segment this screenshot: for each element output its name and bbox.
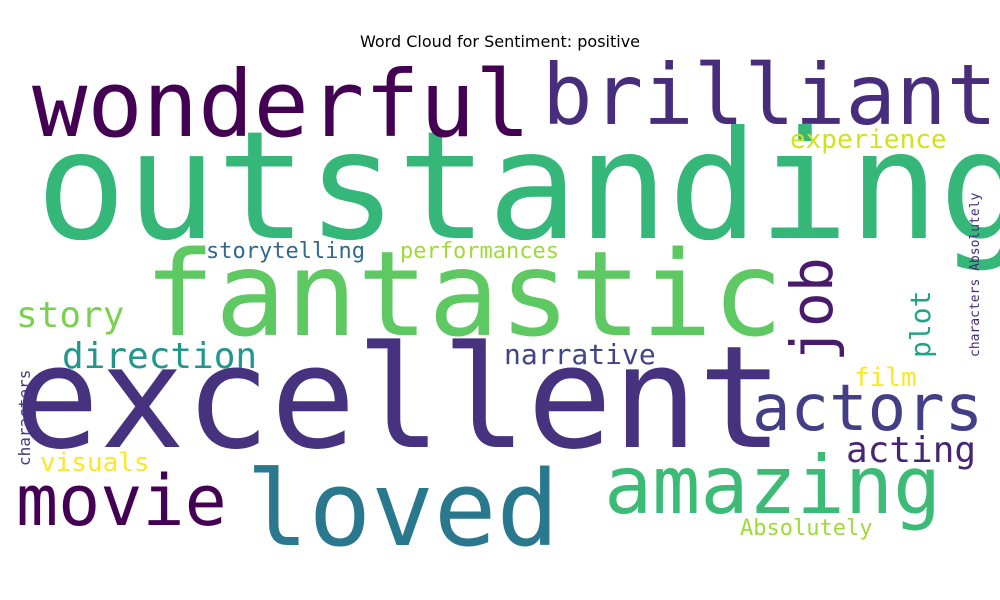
word-fantastic: fantastic — [144, 225, 783, 363]
word-movie: movie — [16, 460, 227, 542]
word-experience: experience — [790, 125, 947, 155]
word-loved: loved — [246, 448, 559, 570]
word-characters: characters — [15, 370, 34, 466]
word-visuals: visuals — [40, 448, 150, 478]
word-job: job — [778, 257, 846, 362]
word-performances: performances — [400, 239, 559, 264]
word-plot: plot — [904, 291, 937, 358]
word-acting: acting — [846, 430, 976, 471]
word-narrative: narrative — [504, 338, 656, 371]
word-brilliant: brilliant — [542, 46, 997, 144]
chart-title: Word Cloud for Sentiment: positive — [359, 32, 641, 51]
word-actors: actors — [752, 372, 983, 446]
word-absolutely: Absolutely — [740, 516, 872, 541]
word-direction: direction — [62, 336, 257, 377]
word-story: story — [16, 295, 124, 336]
word-wonderful: wonderful — [32, 51, 531, 158]
word-storytelling: storytelling — [206, 239, 365, 264]
word-characters-absolutely: characters Absolutely — [968, 192, 983, 357]
word-amazing: amazing — [604, 439, 941, 532]
word-outstanding: outstanding — [36, 100, 1000, 274]
word-excellent: excellent — [14, 316, 783, 481]
word-film: film — [854, 363, 917, 393]
